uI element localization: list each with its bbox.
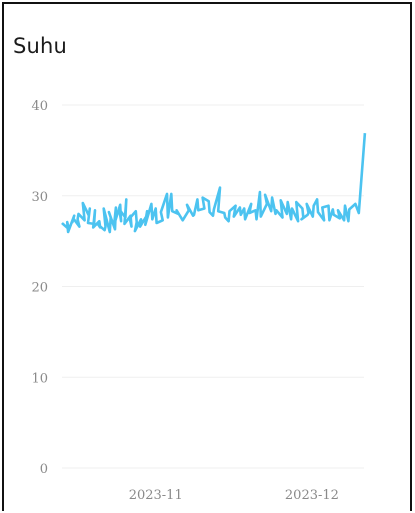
x-axis-ticks: 2023-11 2023-12 xyxy=(129,488,339,503)
y-tick-label: 10 xyxy=(31,371,48,386)
y-tick-label: 20 xyxy=(31,281,48,296)
y-tick-label: 0 xyxy=(40,462,48,477)
y-tick-label: 40 xyxy=(31,99,48,114)
y-axis-ticks: 0 10 20 30 40 xyxy=(31,99,48,477)
card-title: Suhu xyxy=(13,34,68,58)
grid-lines xyxy=(62,104,364,469)
series-layer xyxy=(61,133,367,234)
x-tick-label: 2023-11 xyxy=(129,488,183,503)
y-tick-label: 30 xyxy=(31,190,48,205)
series-line xyxy=(61,133,367,234)
x-tick-label: 2023-12 xyxy=(285,488,339,503)
